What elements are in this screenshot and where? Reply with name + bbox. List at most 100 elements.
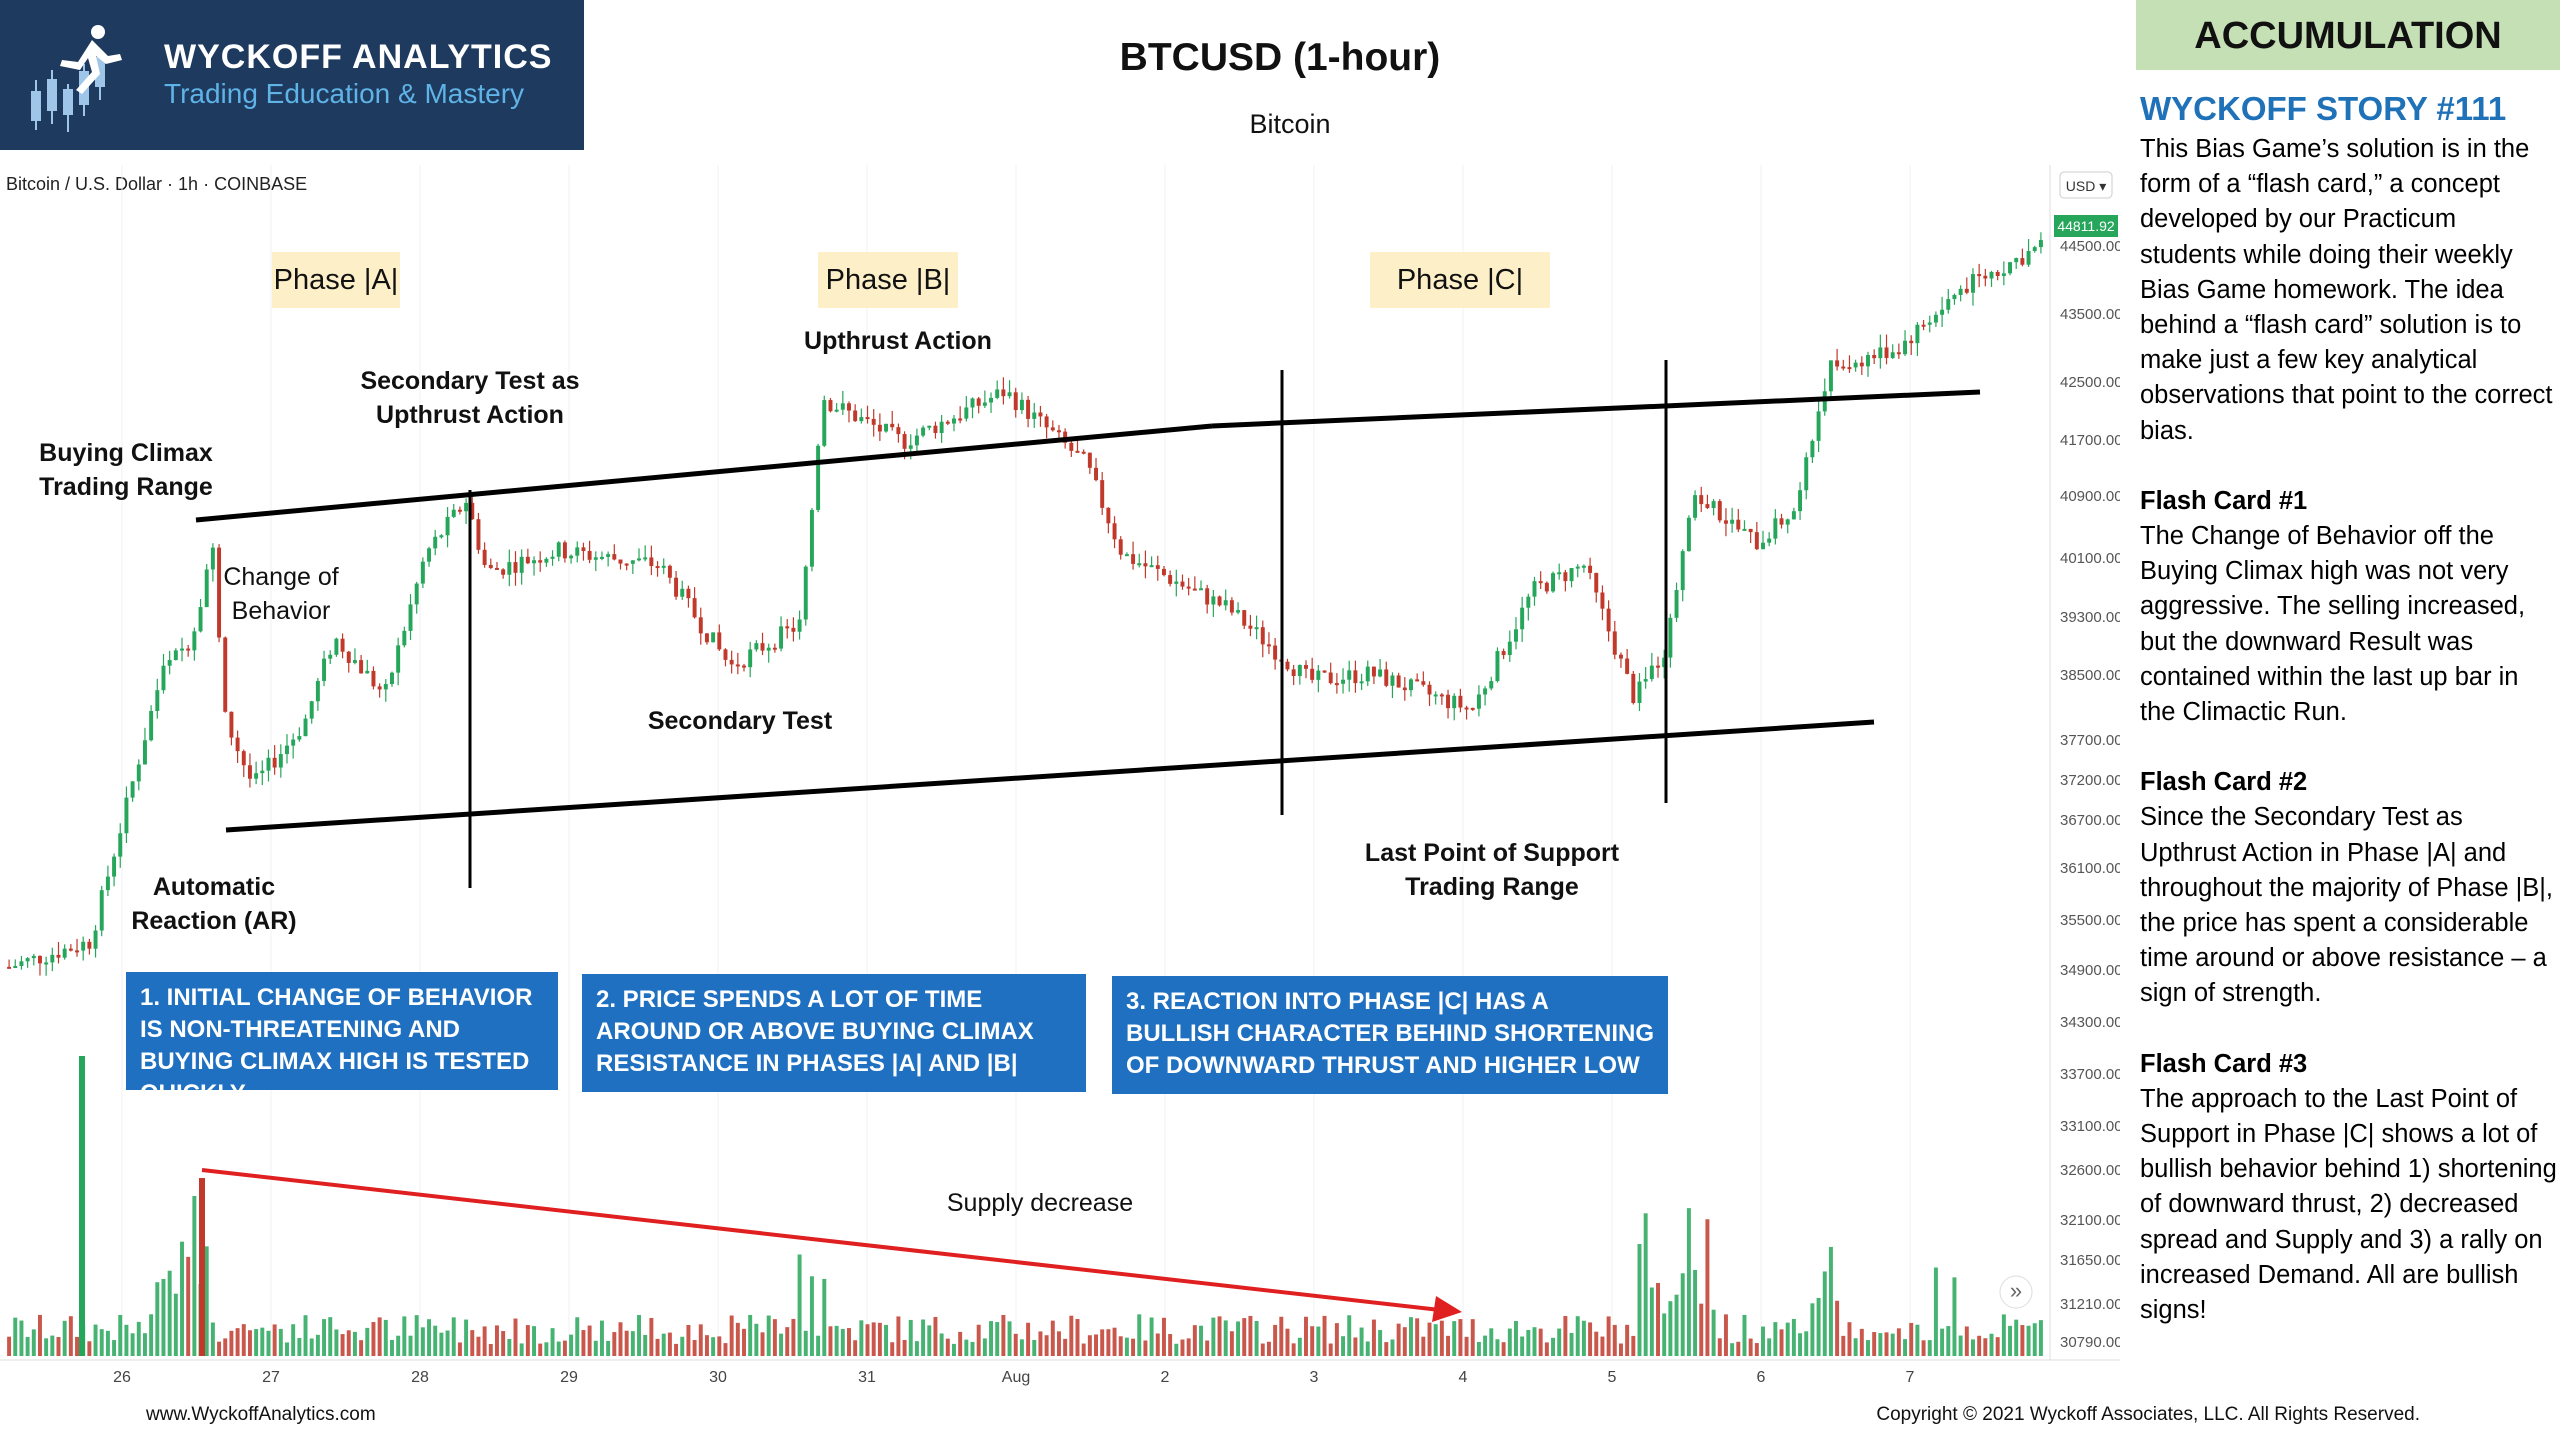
- price-candle: [840, 403, 845, 410]
- volume-bar: [161, 1279, 166, 1356]
- volume-bar: [1347, 1315, 1352, 1356]
- volume-bar: [2032, 1323, 2037, 1356]
- price-tick-label: 40100.00: [2060, 550, 2120, 567]
- volume-bar: [254, 1329, 259, 1356]
- volume-bar: [204, 1246, 209, 1356]
- volume-bar: [365, 1327, 370, 1356]
- volume-bar: [340, 1334, 345, 1356]
- volume-bar: [939, 1333, 944, 1356]
- volume-bar: [1112, 1327, 1117, 1356]
- volume-bar: [1464, 1336, 1469, 1356]
- price-candle: [637, 558, 641, 561]
- price-candle: [1779, 518, 1784, 525]
- volume-bar: [840, 1328, 845, 1356]
- volume-bar: [476, 1336, 481, 1356]
- volume-bar: [538, 1343, 543, 1356]
- volume-bar: [1828, 1246, 1833, 1356]
- price-candle: [1260, 627, 1265, 645]
- volume-bar: [1662, 1313, 1667, 1356]
- price-candle: [1754, 532, 1759, 550]
- volume-bar: [155, 1282, 160, 1356]
- price-tick-label: 33700.00: [2060, 1066, 2120, 1083]
- price-candle: [1026, 399, 1031, 419]
- price-candle: [661, 565, 666, 568]
- price-candle: [1699, 495, 1704, 505]
- volume-bar: [210, 1322, 215, 1356]
- volume-bar: [816, 1335, 821, 1356]
- volume-bar: [711, 1337, 716, 1356]
- volume-bar: [575, 1317, 580, 1356]
- symbol-legend[interactable]: Bitcoin / U.S. Dollar · 1h · COINBASE: [6, 174, 308, 194]
- price-candle: [235, 737, 240, 752]
- volume-bar: [649, 1317, 654, 1356]
- volume-bar: [1940, 1328, 1945, 1356]
- volume-bar: [7, 1336, 12, 1356]
- price-candle: [754, 643, 759, 650]
- price-candle: [1767, 538, 1772, 543]
- volume-bar: [1643, 1213, 1648, 1356]
- price-candle: [1878, 347, 1883, 359]
- price-candle: [2026, 250, 2031, 265]
- volume-bar: [1723, 1314, 1728, 1356]
- price-tick-label: 39300.00: [2060, 609, 2120, 626]
- volume-bar: [1094, 1334, 1098, 1356]
- price-candle: [433, 536, 438, 549]
- volume-bar: [1693, 1269, 1698, 1356]
- price-chart[interactable]: 44500.00 43500.00 42500.00 41700.00 40900.00…: [0, 160, 2120, 1410]
- volume-tick-label: 30790.00: [2060, 1334, 2120, 1351]
- volume-bar: [1446, 1335, 1451, 1356]
- price-candle: [1069, 442, 1074, 451]
- price-candle: [1884, 347, 1889, 358]
- price-candle: [44, 962, 49, 965]
- volume-bar: [1625, 1324, 1630, 1356]
- volume-bar: [1415, 1318, 1420, 1356]
- volume-bar: [1779, 1329, 1784, 1356]
- price-candle: [2032, 247, 2037, 251]
- volume-bar: [1773, 1322, 1778, 1356]
- price-candle: [352, 660, 357, 663]
- volume-bar: [562, 1340, 567, 1356]
- volume-bar: [1977, 1335, 1982, 1356]
- volume-bar: [1371, 1319, 1376, 1356]
- website-footer[interactable]: www.WyckoffAnalytics.com: [146, 1404, 376, 1425]
- scroll-right-icon[interactable]: »: [2010, 1278, 2022, 1303]
- note-box-1: 1. INITIAL CHANGE OF BEHAVIOR IS NON-THR…: [126, 972, 558, 1107]
- volume-bar: [1933, 1267, 1938, 1356]
- volume-bar: [1007, 1321, 1012, 1356]
- volume-bar: [853, 1340, 858, 1356]
- date-tick-label: 5: [1608, 1369, 1617, 1386]
- price-candle: [68, 948, 73, 951]
- volume-bar: [877, 1322, 882, 1356]
- price-candle: [19, 961, 24, 967]
- price-candle: [1742, 528, 1747, 531]
- price-candle: [25, 958, 30, 962]
- price-candle: [766, 647, 771, 651]
- price-candle: [735, 664, 740, 667]
- volume-bar: [2014, 1319, 2019, 1356]
- volume-bar: [729, 1315, 734, 1356]
- price-candle: [1384, 669, 1389, 686]
- price-candle: [1773, 518, 1778, 539]
- volume-bar: [1618, 1343, 1623, 1356]
- price-candle: [1748, 528, 1753, 533]
- price-candle: [612, 554, 617, 560]
- volume-bar: [1334, 1323, 1339, 1356]
- volume-bar: [785, 1327, 790, 1356]
- price-candle: [75, 950, 79, 953]
- volume-bar: [1100, 1329, 1105, 1356]
- price-candle: [464, 502, 469, 512]
- volume-bar: [1063, 1338, 1068, 1356]
- volume-bar: [884, 1324, 889, 1356]
- volume-bar: [945, 1338, 950, 1356]
- price-candle: [99, 890, 104, 931]
- volume-bar: [31, 1329, 36, 1356]
- price-candle: [1971, 274, 1975, 293]
- volume-bar: [192, 1196, 197, 1356]
- date-tick-label: Aug: [1002, 1369, 1030, 1386]
- price-tick-label: 37700.00: [2060, 732, 2120, 749]
- price-candle: [1137, 563, 1142, 566]
- price-candle: [1458, 695, 1463, 708]
- price-candle: [1192, 588, 1197, 591]
- price-candle: [1273, 645, 1278, 660]
- volume-bar: [93, 1324, 98, 1356]
